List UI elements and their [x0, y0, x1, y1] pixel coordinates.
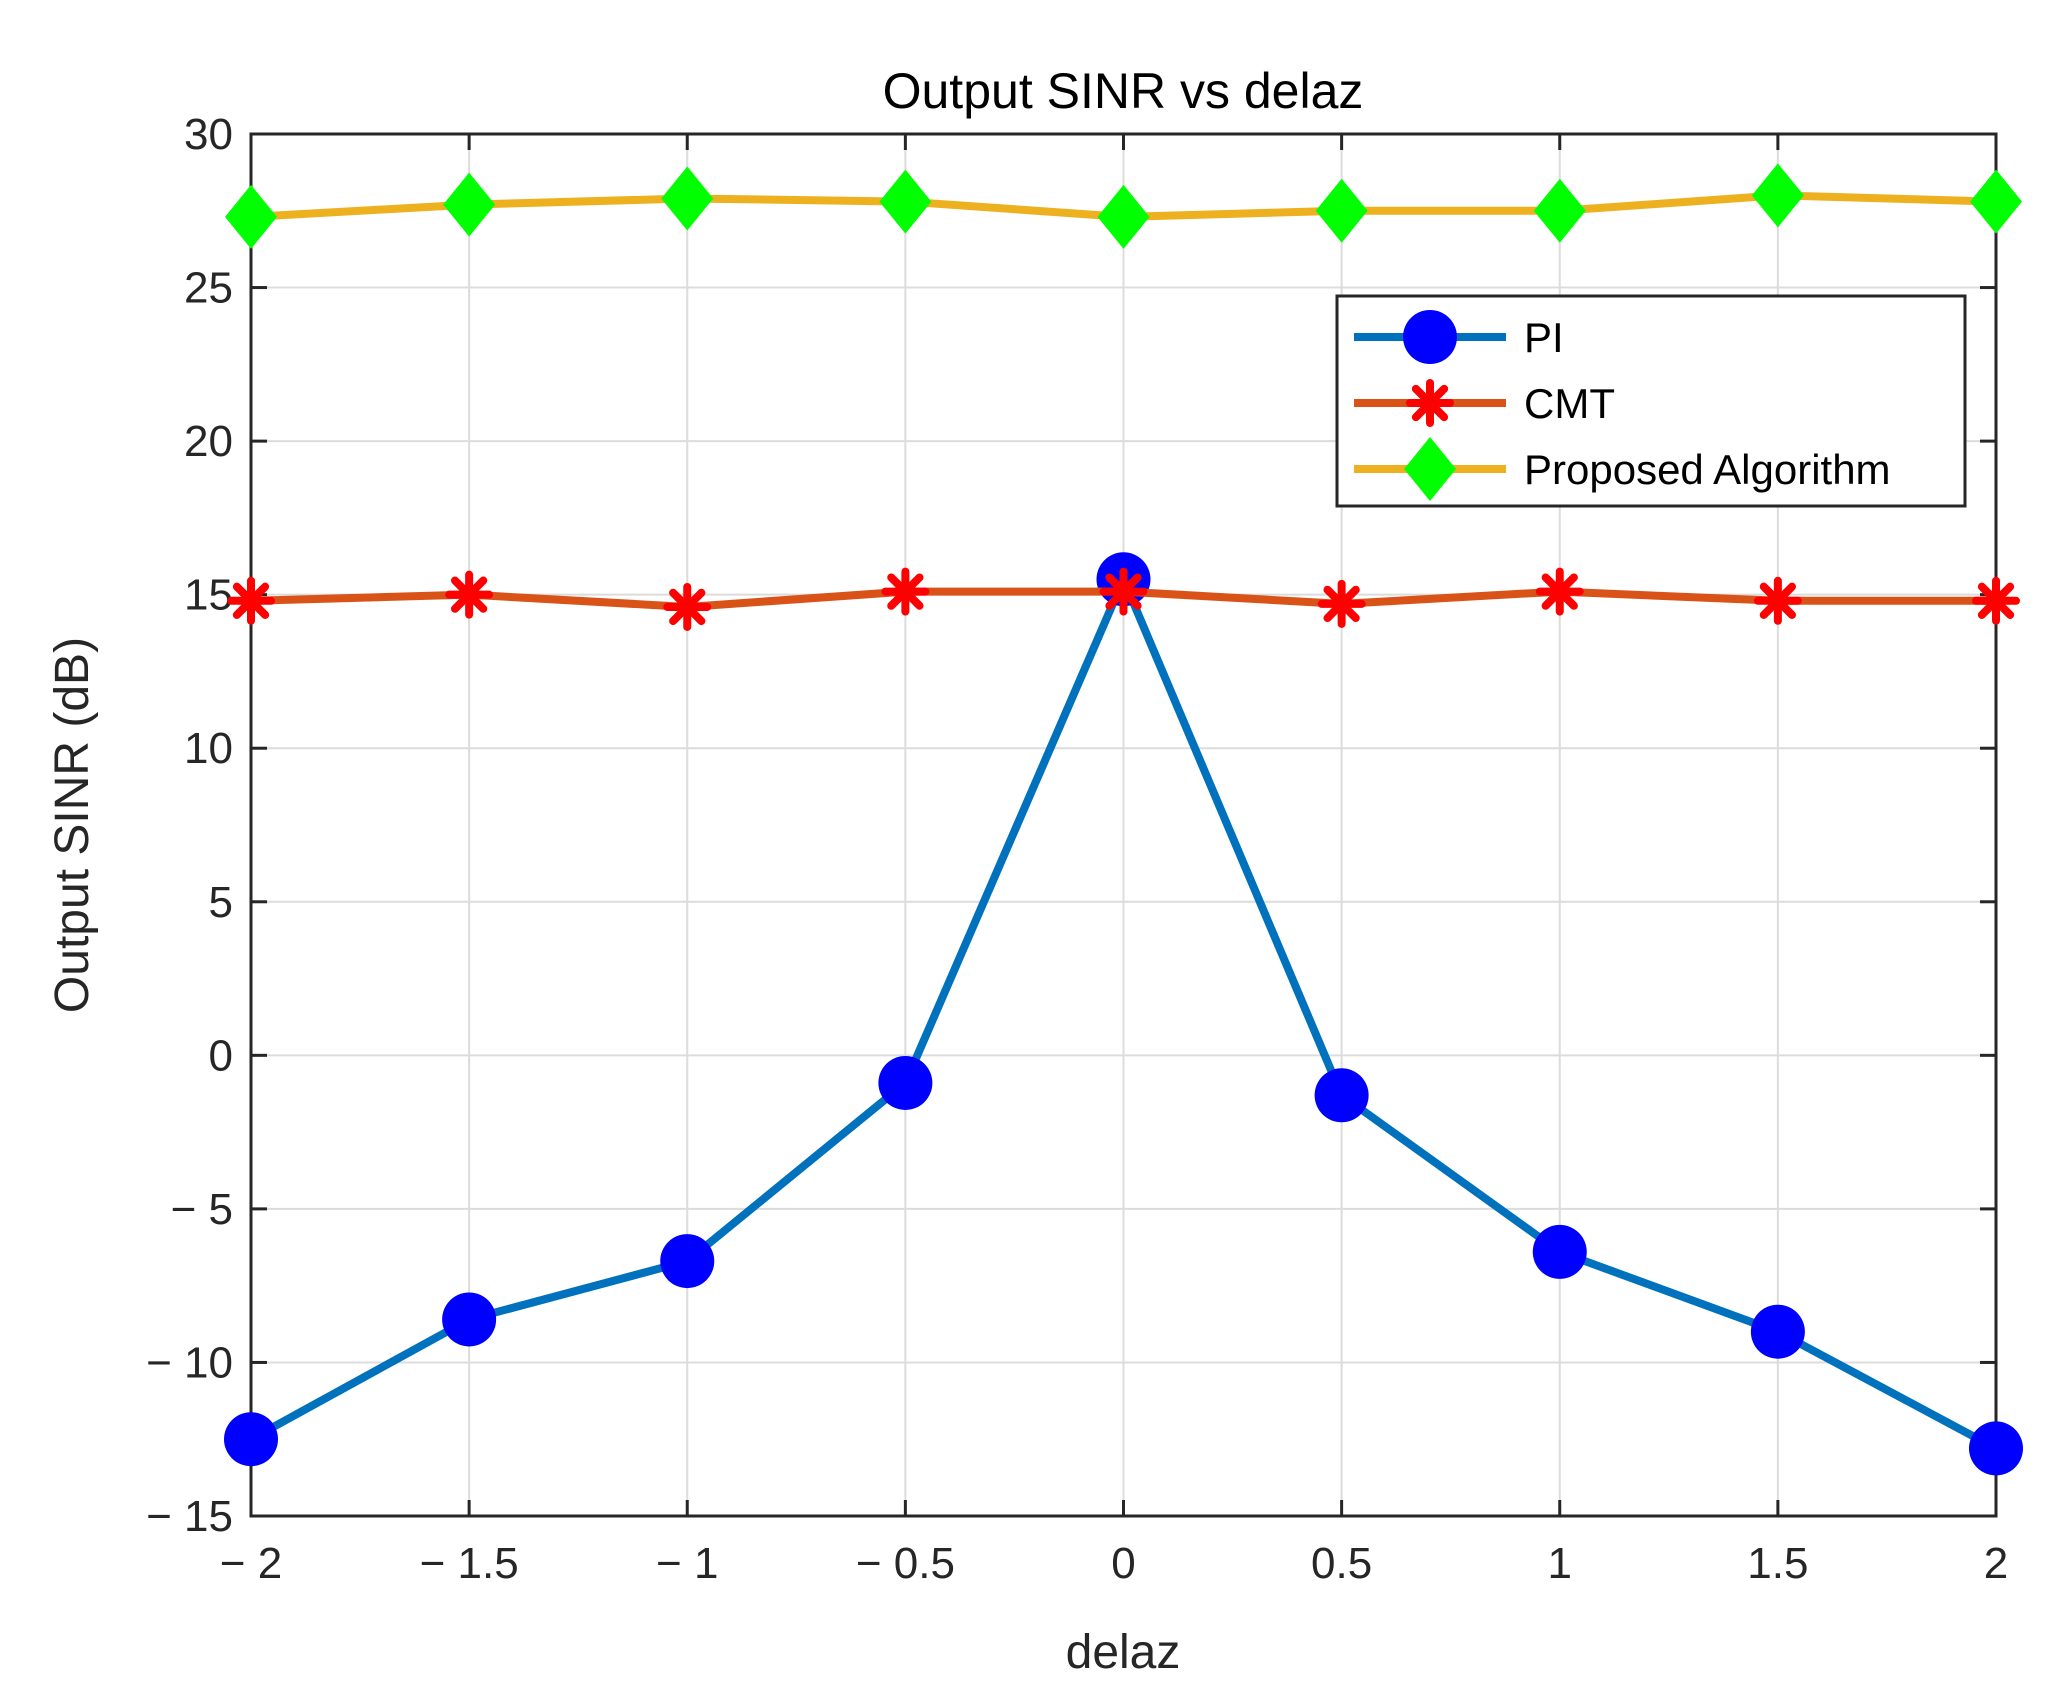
x-tick-label: 0.5 — [1311, 1539, 1372, 1588]
y-tick-label: − 15 — [146, 1492, 233, 1541]
data-point-pi — [1314, 1068, 1369, 1123]
y-tick-label: − 5 — [171, 1185, 233, 1234]
x-tick-label: − 0.5 — [856, 1539, 955, 1588]
data-point-cmt — [1753, 576, 1802, 625]
y-tick-label: 30 — [184, 110, 233, 159]
legend-label-proposed-algorithm: Proposed Algorithm — [1524, 446, 1891, 493]
legend-marker-pi — [1403, 310, 1457, 364]
legend-marker-cmt — [1406, 379, 1454, 427]
data-point-cmt — [663, 582, 712, 631]
data-point-proposed-algorithm — [1315, 178, 1368, 243]
x-tick-label: 1 — [1548, 1539, 1572, 1588]
series-proposed-algorithm — [225, 163, 2022, 249]
series-cmt — [227, 567, 2020, 631]
data-point-proposed-algorithm — [879, 169, 932, 234]
data-point-pi — [878, 1055, 933, 1110]
legend-label-cmt: CMT — [1524, 380, 1615, 427]
data-point-cmt — [881, 567, 930, 616]
data-point-proposed-algorithm — [225, 184, 277, 249]
data-point-proposed-algorithm — [1970, 169, 2022, 234]
legend: PI CMT Proposed Algorithm — [1335, 294, 1967, 508]
x-tick-label: − 1 — [656, 1539, 718, 1588]
y-tick-label: 5 — [209, 878, 233, 927]
x-tick-label: 2 — [1984, 1539, 2008, 1588]
data-point-pi — [1750, 1304, 1805, 1359]
legend-label-pi: PI — [1524, 314, 1564, 361]
series-layer — [224, 163, 2023, 1476]
y-tick-label: 15 — [184, 571, 233, 620]
data-point-proposed-algorithm — [661, 166, 714, 231]
data-point-cmt — [1317, 579, 1366, 628]
x-tick-label: − 2 — [220, 1539, 282, 1588]
data-point-pi — [1532, 1224, 1587, 1279]
data-point-pi — [1969, 1421, 2023, 1476]
data-point-cmt — [1099, 567, 1148, 616]
data-point-pi — [224, 1412, 278, 1467]
data-point-pi — [660, 1234, 715, 1289]
x-tick-label: 1.5 — [1747, 1539, 1808, 1588]
x-tick-label: 0 — [1111, 1539, 1135, 1588]
data-point-cmt — [227, 576, 275, 625]
x-tick-labels: − 2 − 1.5 − 1 − 0.5 0 0.5 1 1.5 2 — [220, 1539, 2008, 1588]
y-tick-label: 25 — [184, 264, 233, 313]
legend-entry-pi: PI — [1354, 310, 1564, 364]
y-tick-label: 0 — [209, 1031, 233, 1080]
x-tick-label: − 1.5 — [420, 1539, 519, 1588]
legend-marker-proposed-algorithm — [1404, 437, 1456, 501]
data-point-pi — [442, 1292, 497, 1347]
legend-entry-proposed-algorithm: Proposed Algorithm — [1354, 437, 1891, 501]
y-axis-label: Output SINR (dB) — [46, 637, 99, 1013]
chart-title: Output SINR vs delaz — [883, 63, 1364, 119]
data-point-proposed-algorithm — [443, 172, 496, 237]
data-point-proposed-algorithm — [1751, 163, 1804, 228]
plot-area-frame — [249, 132, 1998, 1518]
series-pi — [224, 552, 2023, 1476]
y-tick-label: 20 — [184, 417, 233, 466]
data-point-cmt — [445, 570, 494, 619]
data-point-cmt — [1972, 576, 2020, 625]
data-point-proposed-algorithm — [1097, 184, 1150, 249]
y-tick-label: − 10 — [146, 1338, 233, 1387]
x-axis-label: delaz — [1066, 1626, 1181, 1679]
legend-entry-cmt: CMT — [1354, 379, 1615, 427]
data-point-proposed-algorithm — [1533, 178, 1586, 243]
y-tick-label: 10 — [184, 724, 233, 773]
y-tick-labels: − 15 − 10 − 5 0 5 10 15 20 25 30 — [146, 110, 233, 1541]
data-point-cmt — [1535, 567, 1584, 616]
